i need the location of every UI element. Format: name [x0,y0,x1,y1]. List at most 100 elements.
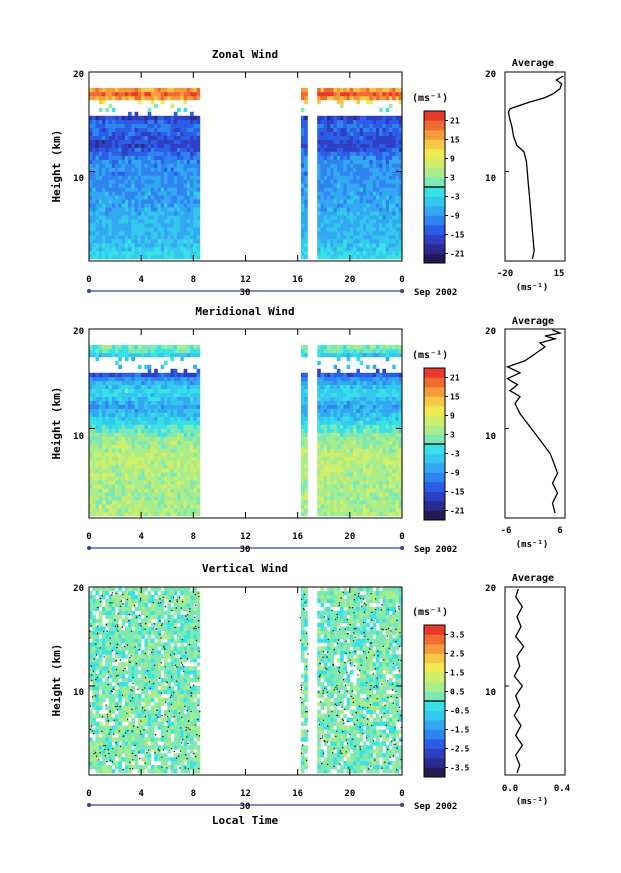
heatmap-cell [382,368,386,374]
heatmap-cell [144,195,148,200]
heatmap-cell [121,203,126,208]
heatmap-cell [385,344,390,350]
heatmap-cell [379,203,383,208]
heatmap-cell [92,175,96,180]
heatmap-cell [398,183,403,188]
heatmap-cell [147,500,152,505]
heatmap-cell [131,143,135,148]
heatmap-cell [154,348,158,354]
heatmap-cell [186,203,191,208]
heatmap-cell [336,496,341,501]
heatmap-cell [108,420,113,425]
heatmap-cell [92,492,96,497]
heatmap-cell [173,436,178,441]
heatmap-cell [333,380,338,385]
heatmap-cell [366,412,370,417]
heatmap-cell [372,143,377,148]
heatmap-cell [154,91,158,97]
heatmap-cell [137,239,142,244]
heatmap-cell [173,231,178,236]
heatmap-cell [369,251,373,256]
heatmap-cell [375,440,380,445]
heatmap-cell [304,512,308,517]
heatmap-cell [340,91,344,97]
heatmap-cell [392,396,396,401]
heatmap-cell [320,87,325,93]
heatmap-cell [102,95,106,101]
heatmap-cell [330,504,334,509]
heatmap-cell [170,207,175,212]
heatmap-cell [366,500,370,505]
heatmap-cell [92,424,96,429]
heatmap-cell [190,179,194,184]
heatmap-cell [186,512,191,517]
heatmap-cell [89,396,93,401]
heatmap-cell [121,223,126,228]
heatmap-cell [164,119,168,124]
heatmap-cell [359,219,364,224]
heatmap-cell [353,464,357,469]
heatmap-cell [131,175,135,180]
heatmap-cell [105,504,109,509]
heatmap-cell [118,348,122,354]
heatmap-cell [183,348,188,354]
heatmap-cell [340,412,344,417]
colorbar-swatch [424,111,445,121]
heatmap-cell [180,436,184,441]
heatmap-cell [180,480,184,485]
heatmap-cell [362,512,367,517]
heatmap-cell [160,251,165,256]
heatmap-cell [160,191,165,196]
heatmap-cell [327,464,331,469]
heatmap-cell [154,251,158,256]
heatmap-cell [164,436,168,441]
heatmap-cell [164,127,168,132]
heatmap-cell [173,211,178,216]
heatmap-cell [327,235,331,240]
heatmap-cell [193,243,197,248]
heatmap-cell [92,412,96,417]
heatmap-cell [102,420,106,425]
heatmap-cell [336,464,341,469]
heatmap-cell [327,416,331,421]
heatmap-cell [134,203,139,208]
heatmap-cell [333,444,338,449]
heatmap-cell [333,384,338,389]
heatmap-cell [160,408,165,413]
heatmap-cell [395,468,400,473]
heatmap-cell [164,123,168,128]
heatmap-cell [317,231,321,236]
heatmap-cell [108,187,113,192]
heatmap-cell [375,504,380,509]
heatmap-cell [304,151,308,156]
heatmap-cell [362,219,367,224]
heatmap-cell [343,440,347,445]
heatmap-cell [343,452,347,457]
heatmap-cell [150,432,155,437]
heatmap-cell [304,231,308,236]
heatmap-cell [131,424,135,429]
heatmap-cell [389,239,393,244]
heatmap-cell [144,215,148,220]
heatmap-cell [105,408,109,413]
heatmap-cell [336,227,341,232]
heatmap-cell [144,348,148,354]
heatmap-cell [121,143,126,148]
heatmap-cell [330,484,334,489]
heatmap-cell [389,231,393,236]
colorbar-tick-label: -3 [450,193,460,202]
heatmap-cell [180,175,184,180]
heatmap-cell [108,424,113,429]
heatmap-cell [356,356,360,362]
heatmap-cell [183,404,188,409]
heatmap-cell [150,91,155,97]
heatmap-cell [170,243,175,248]
heatmap-cell [118,496,122,501]
heatmap-cell [147,183,152,188]
heatmap-cell [346,436,351,441]
heatmap-cell [366,155,370,160]
heatmap-cell [336,195,341,200]
heatmap-cell [173,424,178,429]
heatmap-cell [131,247,135,252]
heatmap-cell [105,496,109,501]
